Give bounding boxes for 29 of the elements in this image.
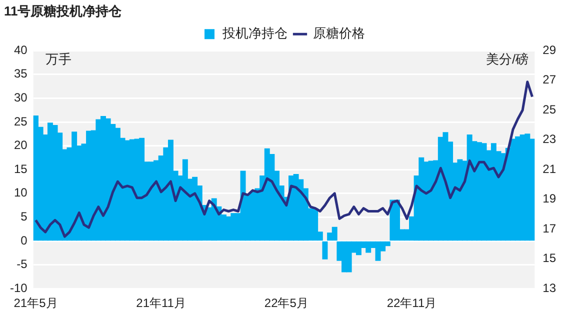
y-axis-title: 万手 [45,52,72,67]
y2-tick-label: 27 [542,72,556,87]
y-tick-label: -5 [16,257,28,272]
x-tick-label: 22年11月 [386,296,437,310]
y2-tick-label: 15 [542,251,556,266]
y2-tick-label: 19 [542,192,556,206]
legend-label: 投机净持仓 [222,26,288,41]
y2-tick-label: 29 [542,42,556,57]
y-tick-label: 15 [14,162,28,176]
chart-title: 11号原糖投机净持仓 [4,3,123,18]
legend-label: 原糖价格 [313,26,365,41]
y-tick-label: 20 [14,138,28,152]
y-tick-label: 10 [14,186,28,200]
y-tick-label: 5 [20,210,28,224]
y2-tick-label: 17 [542,221,556,236]
y2-axis-title: 美分/磅 [486,52,529,67]
x-tick-label: 21年5月 [14,296,58,310]
y-tick-label: -10 [10,280,28,295]
y2-tick-label: 13 [542,280,556,295]
x-tick-label: 21年11月 [136,296,186,310]
y-tick-label: 40 [14,42,28,57]
y-tick-label: 25 [14,114,28,128]
y-tick-label: 30 [14,90,28,105]
y2-tick-label: 23 [542,132,556,146]
y2-tick-label: 21 [542,162,556,176]
y2-tick-label: 25 [542,102,556,116]
x-tick-label: 22年5月 [264,296,308,310]
y-tick-label: 35 [14,66,28,81]
y-tick-label: 0 [20,233,28,248]
